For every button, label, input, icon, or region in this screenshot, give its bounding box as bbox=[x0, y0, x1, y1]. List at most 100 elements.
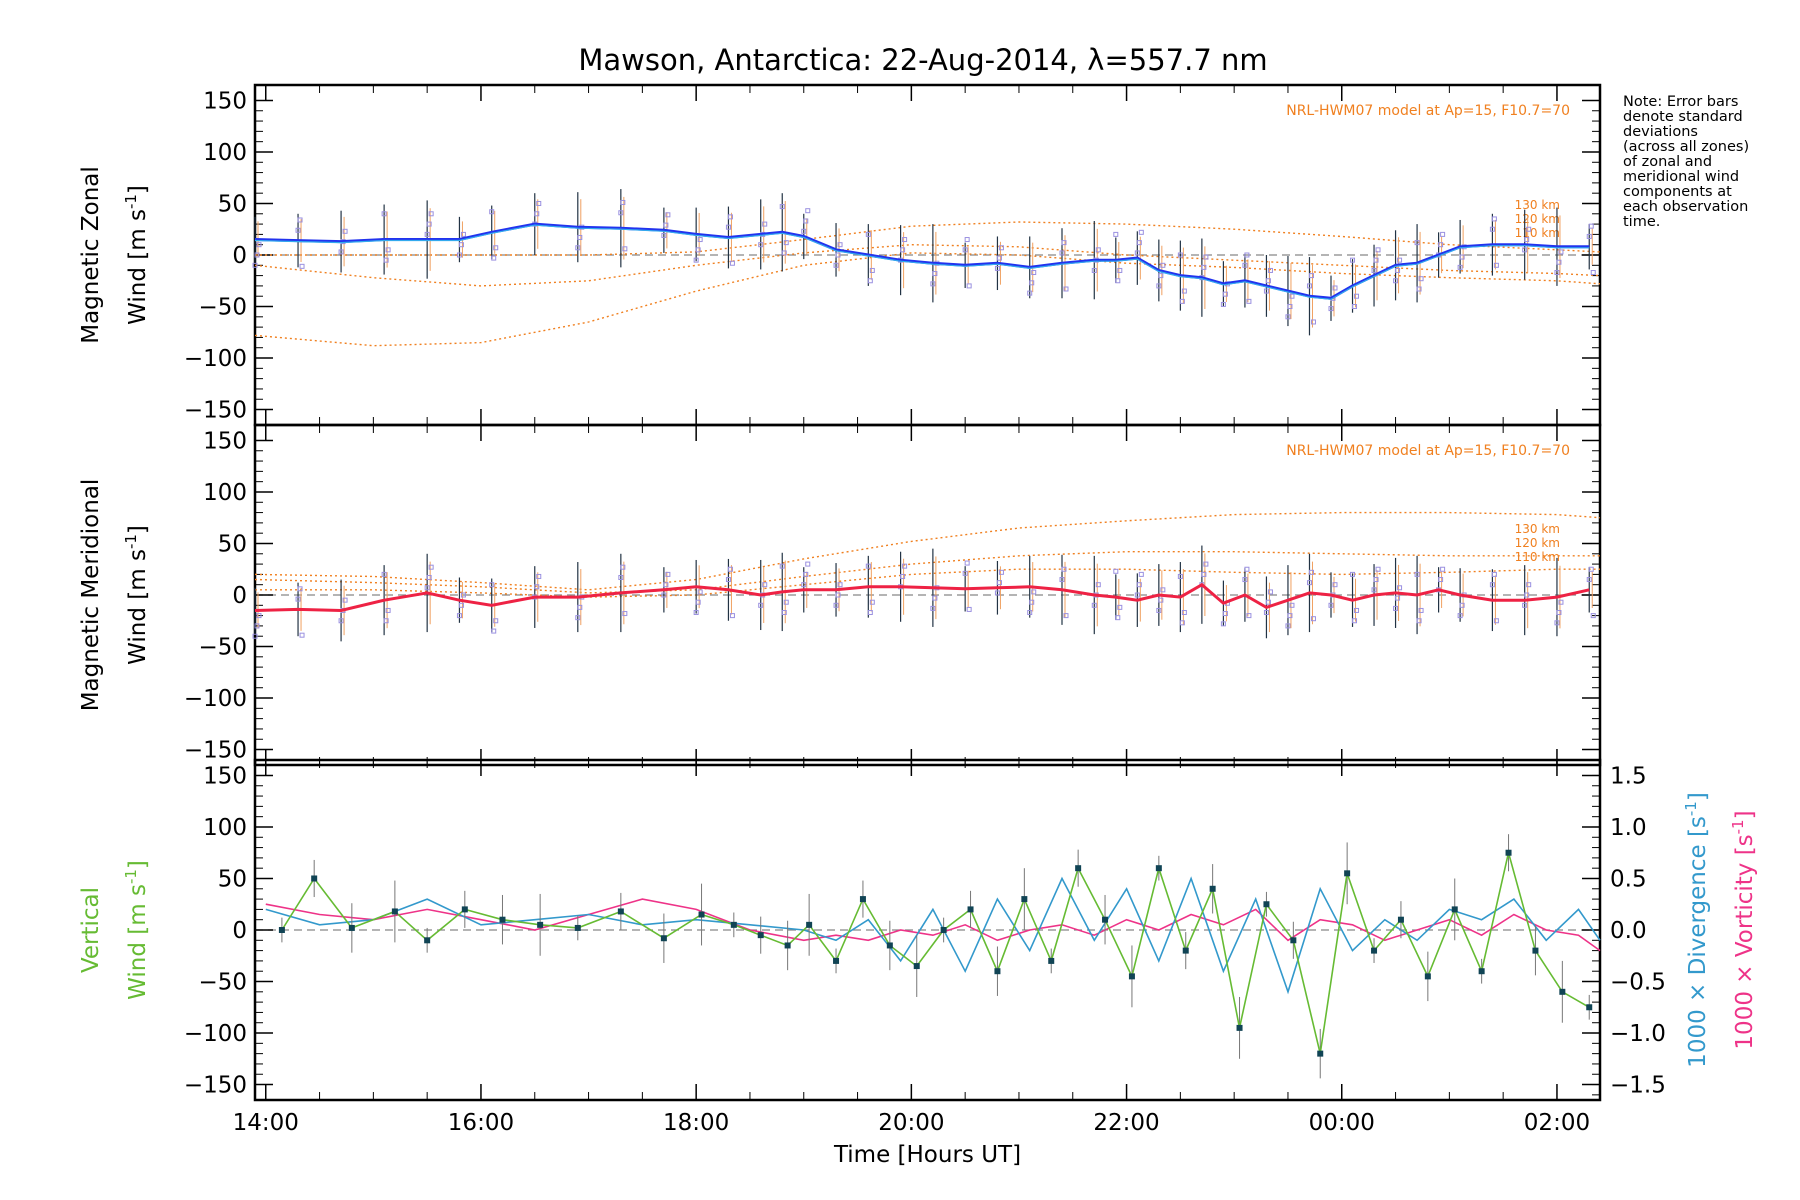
zone-point-zonal bbox=[1459, 254, 1465, 260]
ylabel-line2-zonal: Wind [m s-1] bbox=[122, 185, 151, 325]
zone-point-meridional bbox=[1375, 566, 1381, 572]
panel-meridional: −150 −100 −50 0 50 100 150 Magnetic Meridional W… bbox=[78, 423, 1602, 767]
zone-point-zonal bbox=[458, 242, 464, 248]
model-height-label-zonal-1: 120 km bbox=[1515, 212, 1560, 226]
ylabel-left-line2-vertical: Wind [m s-1] bbox=[122, 860, 151, 1000]
zone-point-meridional bbox=[1350, 571, 1356, 577]
zone-point-meridional bbox=[385, 607, 391, 613]
zone-point-zonal bbox=[618, 210, 624, 216]
zone-point-meridional bbox=[252, 633, 258, 639]
zone-point-zonal bbox=[1440, 231, 1446, 237]
zone-point-meridional bbox=[1181, 610, 1187, 616]
zone-point-meridional bbox=[1457, 613, 1463, 619]
zone-point-zonal bbox=[489, 209, 495, 215]
model-label-meridional: NRL-HWM07 model at Ap=15, F10.7=70 bbox=[1286, 443, 1570, 459]
zone-point-meridional bbox=[1522, 602, 1528, 608]
model-curve-zonal-0 bbox=[255, 221, 1601, 256]
zone-point-meridional bbox=[801, 582, 807, 588]
zone-point-meridional bbox=[998, 569, 1004, 575]
zone-point-meridional bbox=[428, 564, 434, 570]
zone-point-meridional bbox=[1091, 602, 1097, 608]
zone-point-zonal bbox=[1393, 278, 1399, 284]
vertical-wind-point bbox=[461, 906, 468, 913]
model-height-label-meridional-1: 120 km bbox=[1515, 536, 1560, 550]
ylabel-line2-meridional-part-1: -1 bbox=[122, 534, 140, 549]
zone-point-zonal bbox=[964, 237, 970, 243]
zone-point-meridional bbox=[1306, 580, 1312, 586]
zone-point-meridional bbox=[1289, 602, 1295, 608]
panels-group: −150 −100 −50 0 50 100 150 Magnetic Zonal Wind [… bbox=[78, 83, 1758, 1168]
zone-point-zonal bbox=[1373, 257, 1379, 263]
vertical-wind-point bbox=[1021, 896, 1028, 903]
zone-point-meridional bbox=[1588, 566, 1594, 572]
ytick-label-vertical-0: 0 bbox=[232, 918, 247, 944]
ytick-label-meridional-100: 100 bbox=[203, 480, 247, 506]
series-vorticity bbox=[265, 898, 1601, 952]
vertical-wind-point bbox=[806, 921, 813, 928]
zone-point-zonal bbox=[994, 265, 1000, 271]
ylabel-line2-meridional-part-2: ] bbox=[125, 525, 151, 534]
vertical-wind-point bbox=[1478, 968, 1485, 975]
vertical-wind-point bbox=[1290, 937, 1297, 944]
zone-point-meridional bbox=[1158, 597, 1164, 603]
vertical-wind-point bbox=[1559, 988, 1566, 995]
zone-point-zonal bbox=[1332, 285, 1338, 291]
ytick-right-label-vertical: −1.0 bbox=[1610, 1021, 1666, 1047]
zone-point-zonal bbox=[833, 262, 839, 268]
vertical-wind-point bbox=[1209, 885, 1216, 892]
vertical-wind-point bbox=[1397, 916, 1404, 923]
zone-point-zonal bbox=[1246, 298, 1252, 304]
zone-point-zonal bbox=[1493, 262, 1499, 268]
zone-point-zonal bbox=[1179, 298, 1185, 304]
zone-point-zonal bbox=[424, 231, 430, 237]
zone-point-zonal bbox=[1554, 270, 1560, 276]
zone-point-zonal bbox=[867, 278, 873, 284]
zone-point-zonal bbox=[837, 242, 843, 248]
vertical-wind-point bbox=[994, 968, 1001, 975]
zone-point-zonal bbox=[930, 281, 936, 287]
zone-point-zonal bbox=[805, 208, 811, 214]
zone-point-meridional bbox=[456, 613, 462, 619]
vertical-wind-point bbox=[311, 875, 318, 882]
zone-point-zonal bbox=[996, 255, 1002, 261]
model-height-label-zonal-2: 110 km bbox=[1515, 226, 1560, 240]
zone-point-zonal bbox=[1117, 267, 1123, 273]
zone-point-zonal bbox=[491, 255, 497, 261]
zone-point-meridional bbox=[1328, 602, 1334, 608]
vertical-wind-point bbox=[1371, 947, 1378, 954]
zone-point-meridional bbox=[618, 574, 624, 580]
zone-point-meridional bbox=[902, 563, 908, 569]
vertical-wind-point bbox=[617, 908, 624, 915]
zone-point-zonal bbox=[1418, 276, 1424, 282]
ylabel-left-line1-vertical: Vertical bbox=[78, 887, 104, 973]
zone-point-meridional bbox=[1220, 621, 1226, 627]
vertical-wind-point bbox=[1263, 901, 1270, 908]
zone-point-meridional bbox=[803, 571, 809, 577]
zone-point-meridional bbox=[491, 628, 497, 634]
zone-point-meridional bbox=[805, 561, 811, 567]
ytick-right-label-vertical: 1.5 bbox=[1610, 763, 1647, 789]
zone-point-meridional bbox=[1115, 615, 1121, 621]
zone-point-zonal bbox=[1556, 259, 1562, 265]
ylabel-right-vorticity: 1000 × Vorticity [s-1] bbox=[1729, 810, 1758, 1049]
zone-point-zonal bbox=[1095, 247, 1101, 253]
zone-point-meridional bbox=[1059, 577, 1065, 583]
zone-point-zonal bbox=[725, 224, 731, 230]
ytick-label-vertical-50: 50 bbox=[218, 866, 247, 892]
zone-point-meridional bbox=[779, 563, 785, 569]
zone-point-zonal bbox=[1061, 240, 1067, 246]
vertical-wind-point bbox=[1317, 1050, 1324, 1057]
zone-point-zonal bbox=[1397, 257, 1403, 263]
model-curve-zonal-1 bbox=[254, 243, 1601, 287]
zone-point-zonal bbox=[1242, 262, 1248, 268]
zone-point-zonal bbox=[252, 262, 258, 268]
ytick-label-vertical-100: 100 bbox=[203, 815, 247, 841]
zone-point-zonal bbox=[1287, 304, 1293, 310]
zone-point-zonal bbox=[1588, 223, 1594, 229]
zone-point-meridional bbox=[1371, 587, 1377, 593]
zone-point-zonal bbox=[762, 221, 768, 227]
zone-point-zonal bbox=[1029, 280, 1035, 286]
zone-point-meridional bbox=[383, 618, 389, 624]
ylabel-right-vorticity-part-2: ] bbox=[1732, 810, 1758, 819]
vertical-wind-point bbox=[499, 916, 506, 923]
